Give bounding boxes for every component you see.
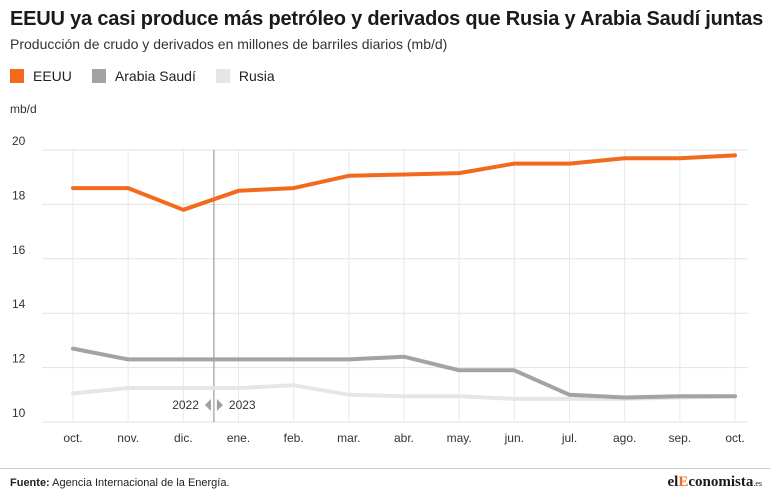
- legend-item-eeuu: EEUU: [10, 68, 72, 84]
- x-tick-label: mar.: [337, 431, 360, 445]
- arrow-right-icon: [216, 399, 223, 411]
- brand-rest: conomista: [688, 474, 754, 490]
- brand-suffix: .es: [753, 479, 762, 488]
- legend-label-eeuu: EEUU: [33, 68, 72, 84]
- chart-legend: EEUU Arabia Saudí Rusia: [10, 68, 295, 84]
- chart-title: EEUU ya casi produce más petróleo y deri…: [10, 8, 763, 30]
- source-label: Fuente:: [10, 477, 50, 489]
- legend-label-rusia: Rusia: [238, 68, 275, 84]
- legend-item-arabia-saudi: Arabia Saudí: [91, 68, 196, 84]
- footer-divider: [0, 468, 770, 469]
- brand-logo: elEconomista.es: [667, 474, 762, 491]
- legend-swatch-rusia: [215, 69, 230, 83]
- x-tick-label: dic.: [174, 431, 193, 445]
- y-tick-label: 20: [12, 134, 26, 148]
- year-label-2023: 2023: [229, 398, 256, 412]
- x-tick-label: jun.: [504, 431, 524, 445]
- y-tick-label: 10: [12, 406, 26, 420]
- x-tick-label: sep.: [668, 431, 691, 445]
- legend-item-rusia: Rusia: [215, 68, 275, 84]
- x-tick-label: feb.: [284, 431, 304, 445]
- source-note: Fuente: Agencia Internacional de la Ener…: [10, 477, 230, 489]
- x-tick-label: oct.: [63, 431, 82, 445]
- y-axis-label: mb/d: [10, 102, 37, 116]
- legend-swatch-arabia-saudi: [91, 69, 106, 83]
- grid-lines: [42, 149, 748, 423]
- series-line-eeuu: [71, 153, 737, 212]
- y-tick-label: 14: [12, 297, 26, 311]
- y-tick-label: 16: [12, 243, 26, 257]
- y-tick-label: 18: [12, 188, 26, 202]
- series-lines: [71, 153, 737, 401]
- year-label-2022: 2022: [172, 398, 199, 412]
- x-tick-label: may.: [447, 431, 472, 445]
- brand-prefix: el: [667, 474, 679, 490]
- series-line-arabia-saud-: [71, 346, 737, 400]
- y-tick-label: 12: [12, 352, 26, 366]
- source-text: Agencia Internacional de la Energía.: [49, 477, 230, 489]
- x-tick-label: nov.: [117, 431, 139, 445]
- x-tick-label: abr.: [394, 431, 414, 445]
- x-tick-label: ene.: [227, 431, 250, 445]
- legend-label-arabia-saudi: Arabia Saudí: [114, 68, 196, 84]
- legend-swatch-eeuu: [10, 69, 24, 83]
- year-divider: 2022 2023: [172, 150, 256, 422]
- x-tick-label: ago.: [613, 431, 636, 445]
- brand-accent: E: [678, 474, 689, 490]
- x-tick-label: jul.: [561, 431, 577, 445]
- axis-labels: 10 12 14 16 18 20 oct. nov. dic. ene. feb. mar. abr.…: [12, 134, 745, 445]
- line-chart: mb/d 2022 2023 10 12 14 16 18 20 oct. nov. dic. en…: [10, 102, 748, 445]
- chart-subtitle: Producción de crudo y derivados en millo…: [10, 36, 448, 52]
- arrow-left-icon: [204, 399, 211, 411]
- x-tick-label: oct.: [725, 431, 744, 445]
